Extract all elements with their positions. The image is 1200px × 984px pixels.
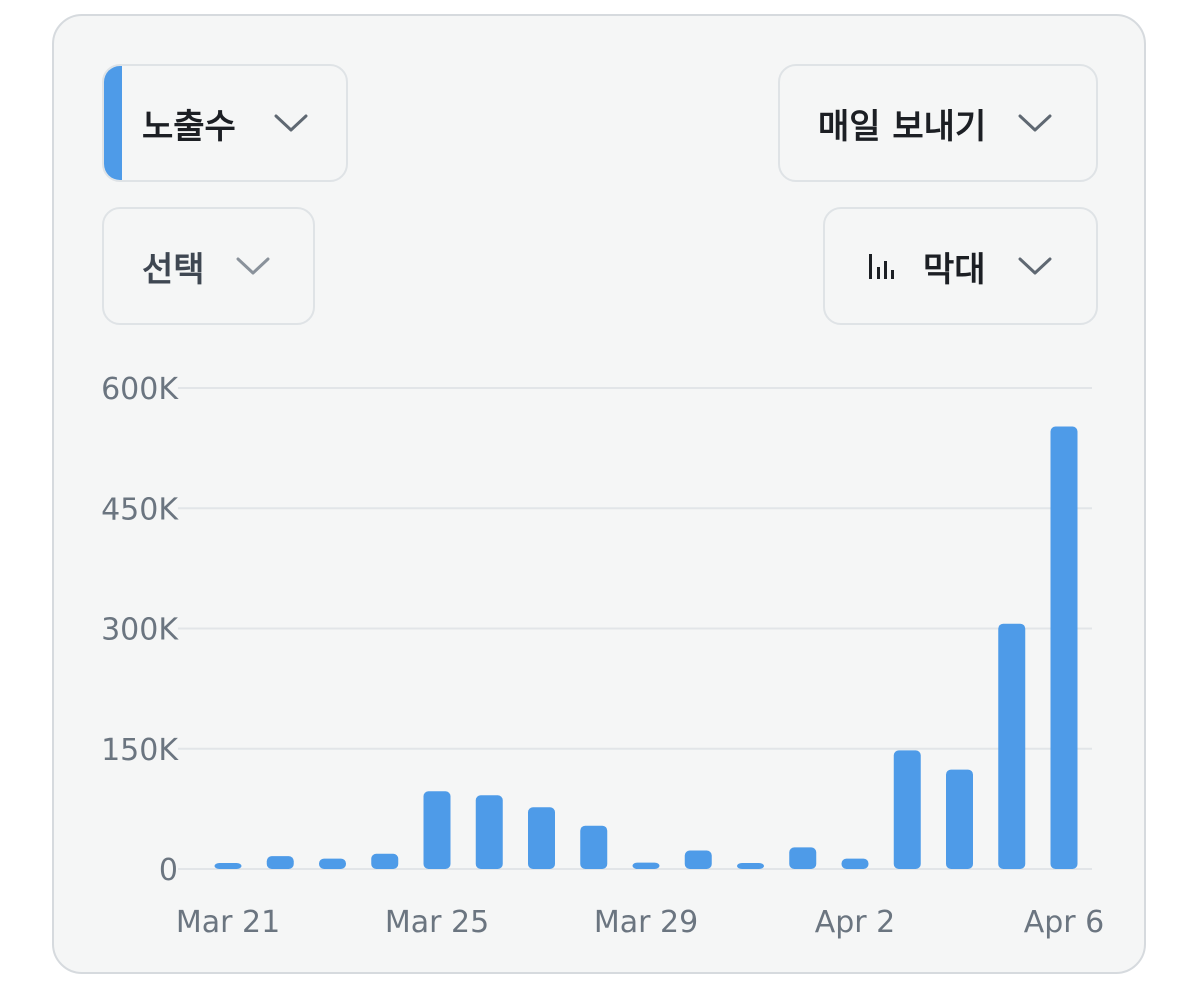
send-frequency-dropdown[interactable]: 매일 보내기	[778, 64, 1098, 182]
bar-chart-icon	[869, 254, 894, 279]
bar-apr-1[interactable]	[789, 847, 817, 869]
bar-apr-2[interactable]	[841, 858, 869, 869]
bar-mar-22[interactable]	[266, 856, 294, 869]
bar-mar-29[interactable]	[632, 862, 660, 869]
y-tick-label: 0	[159, 853, 178, 888]
chevron-down-icon	[1018, 257, 1052, 275]
x-tick-label: Mar 21	[176, 905, 280, 940]
chevron-down-icon	[1018, 114, 1052, 132]
x-tick-label: Mar 29	[594, 905, 698, 940]
metric-color-marker	[104, 66, 122, 180]
chart-type-dropdown[interactable]: 막대	[823, 207, 1098, 325]
bar-apr-4[interactable]	[946, 769, 973, 869]
chevron-down-icon	[274, 114, 308, 132]
metric-dropdown-label: 노출수	[142, 106, 236, 147]
bar-mar-31[interactable]	[737, 863, 764, 869]
bar-mar-24[interactable]	[371, 853, 399, 869]
bar-mar-27[interactable]	[528, 807, 555, 869]
bar-mar-26[interactable]	[475, 795, 503, 869]
y-tick-label: 150K	[101, 733, 179, 768]
y-tick-label: 300K	[101, 613, 179, 648]
y-tick-label: 450K	[101, 492, 179, 527]
bar-mar-23[interactable]	[319, 858, 346, 869]
bar-mar-21[interactable]	[214, 863, 242, 869]
bar-mar-30[interactable]	[684, 850, 712, 869]
metric-dropdown[interactable]: 노출수	[102, 64, 348, 182]
select-dropdown-label: 선택	[142, 249, 205, 290]
chart-type-label: 막대	[923, 249, 986, 290]
send-frequency-label: 매일 보내기	[818, 106, 987, 147]
y-tick-label: 600K	[101, 372, 179, 407]
chevron-down-icon	[236, 257, 270, 275]
bar-mar-28[interactable]	[580, 825, 608, 869]
bar-apr-6[interactable]	[1050, 426, 1078, 869]
bar-apr-5[interactable]	[998, 623, 1026, 869]
x-tick-label: Apr 2	[815, 905, 896, 940]
x-tick-label: Mar 25	[385, 905, 489, 940]
x-tick-label: Apr 6	[1024, 905, 1105, 940]
bar-mar-25[interactable]	[423, 791, 451, 869]
bar-apr-3[interactable]	[893, 750, 921, 869]
select-dropdown[interactable]: 선택	[102, 207, 315, 325]
